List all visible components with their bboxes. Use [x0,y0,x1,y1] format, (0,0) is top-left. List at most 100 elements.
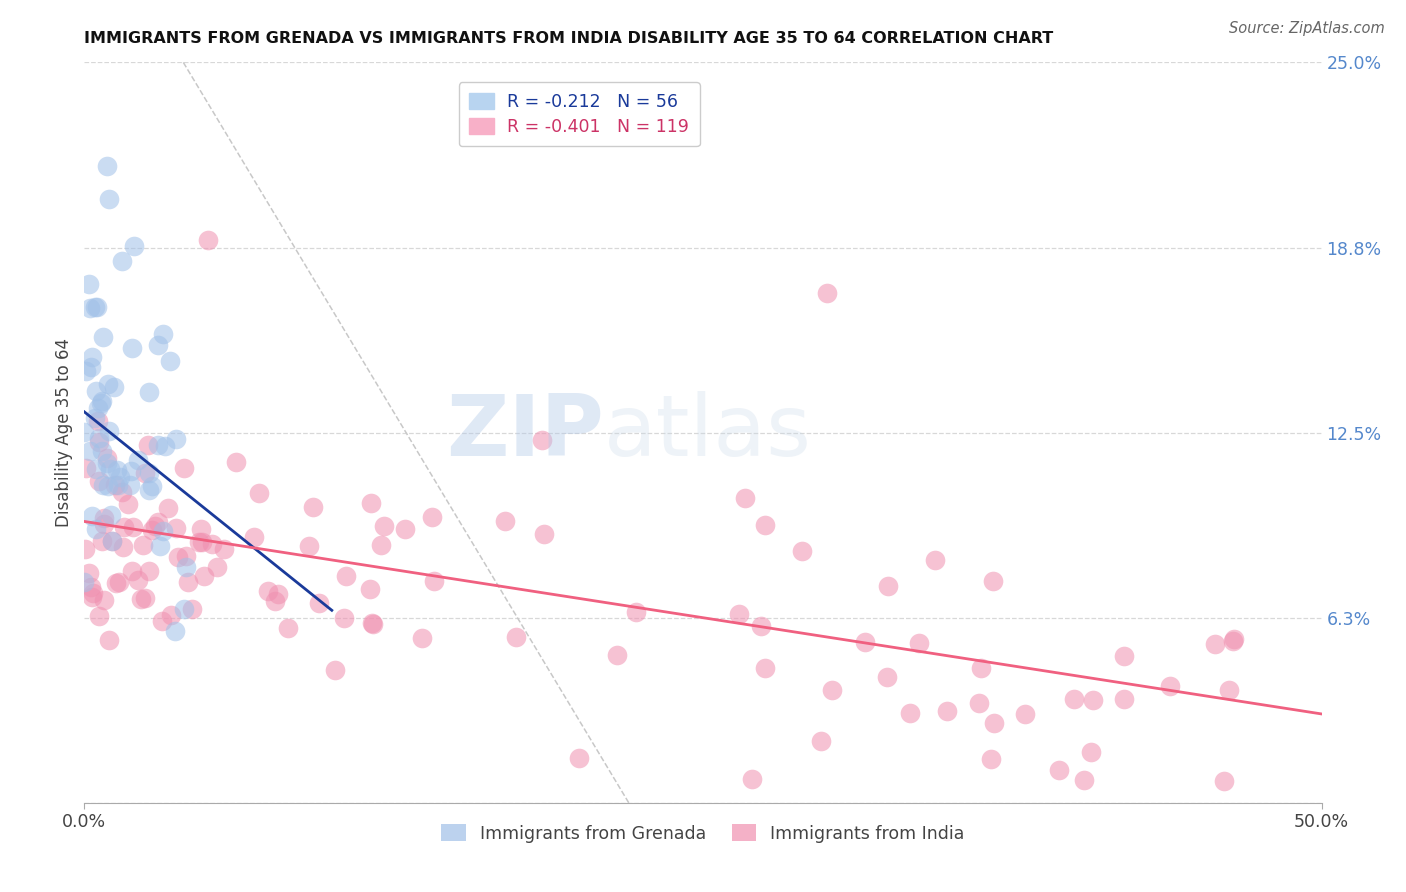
Point [149,539,172,553]
Point [207,559,229,574]
Point [86,384,108,399]
Point [256,583,278,598]
Point [190,522,212,536]
Point [97,376,120,391]
Point [138,385,160,400]
Point [90,444,112,458]
Point [84,462,107,476]
Point [754,661,776,675]
Point [981,574,1004,589]
Point [332,611,354,625]
Point [1047,763,1070,777]
Point [146,515,169,529]
Point [93,516,115,531]
Point [177,575,200,590]
Point [84,522,107,536]
Point [79,580,101,594]
Point [159,354,181,368]
Point [105,576,128,591]
Point [146,338,169,352]
Point [815,286,838,301]
Point [101,533,124,548]
Point [138,564,160,578]
Point [191,534,214,549]
Point [98,424,121,438]
Point [114,520,136,534]
Point [420,509,443,524]
Point [173,602,195,616]
Point [79,301,101,315]
Point [73,541,96,556]
Point [1159,680,1181,694]
Point [111,485,134,500]
Point [728,607,751,621]
Point [73,425,96,439]
Point [75,364,97,378]
Point [174,560,197,574]
Point [84,300,107,314]
Point [93,593,115,607]
Point [138,483,160,497]
Point [193,569,215,583]
Point [108,574,131,589]
Point [134,466,156,480]
Point [967,696,990,710]
Point [87,414,110,428]
Point [138,438,160,452]
Point [80,508,103,523]
Point [370,538,392,552]
Point [96,457,118,471]
Point [533,527,555,541]
Point [91,394,114,409]
Point [1112,648,1135,663]
Point [1080,745,1102,759]
Point [1223,632,1246,646]
Point [924,553,946,567]
Point [93,511,115,525]
Point [138,466,160,480]
Point [1014,706,1036,721]
Point [174,549,197,564]
Point [361,615,384,630]
Point [89,608,111,623]
Point [394,522,416,536]
Point [754,518,776,533]
Text: IMMIGRANTS FROM GRENADA VS IMMIGRANTS FROM INDIA DISABILITY AGE 35 TO 64 CORRELA: IMMIGRANTS FROM GRENADA VS IMMIGRANTS FR… [84,31,1053,46]
Point [980,752,1002,766]
Point [153,439,176,453]
Point [121,564,143,578]
Point [165,521,187,535]
Point [103,380,125,394]
Point [749,619,772,633]
Point [82,350,104,364]
Point [160,607,183,622]
Point [104,478,127,492]
Point [411,631,433,645]
Point [118,478,141,492]
Point [143,518,166,533]
Point [111,254,134,268]
Point [1063,691,1085,706]
Point [117,498,139,512]
Point [298,539,321,553]
Point [505,630,527,644]
Point [73,574,96,589]
Point [90,534,112,549]
Point [361,616,384,631]
Point [242,530,264,544]
Point [360,496,382,510]
Point [810,734,832,748]
Point [494,514,516,528]
Point [201,537,224,551]
Point [323,663,346,677]
Point [120,464,142,478]
Point [970,661,993,675]
Point [247,486,270,500]
Point [141,479,163,493]
Point [152,327,174,342]
Point [122,239,145,253]
Point [146,437,169,451]
Point [308,596,330,610]
Point [79,444,101,458]
Point [373,519,395,533]
